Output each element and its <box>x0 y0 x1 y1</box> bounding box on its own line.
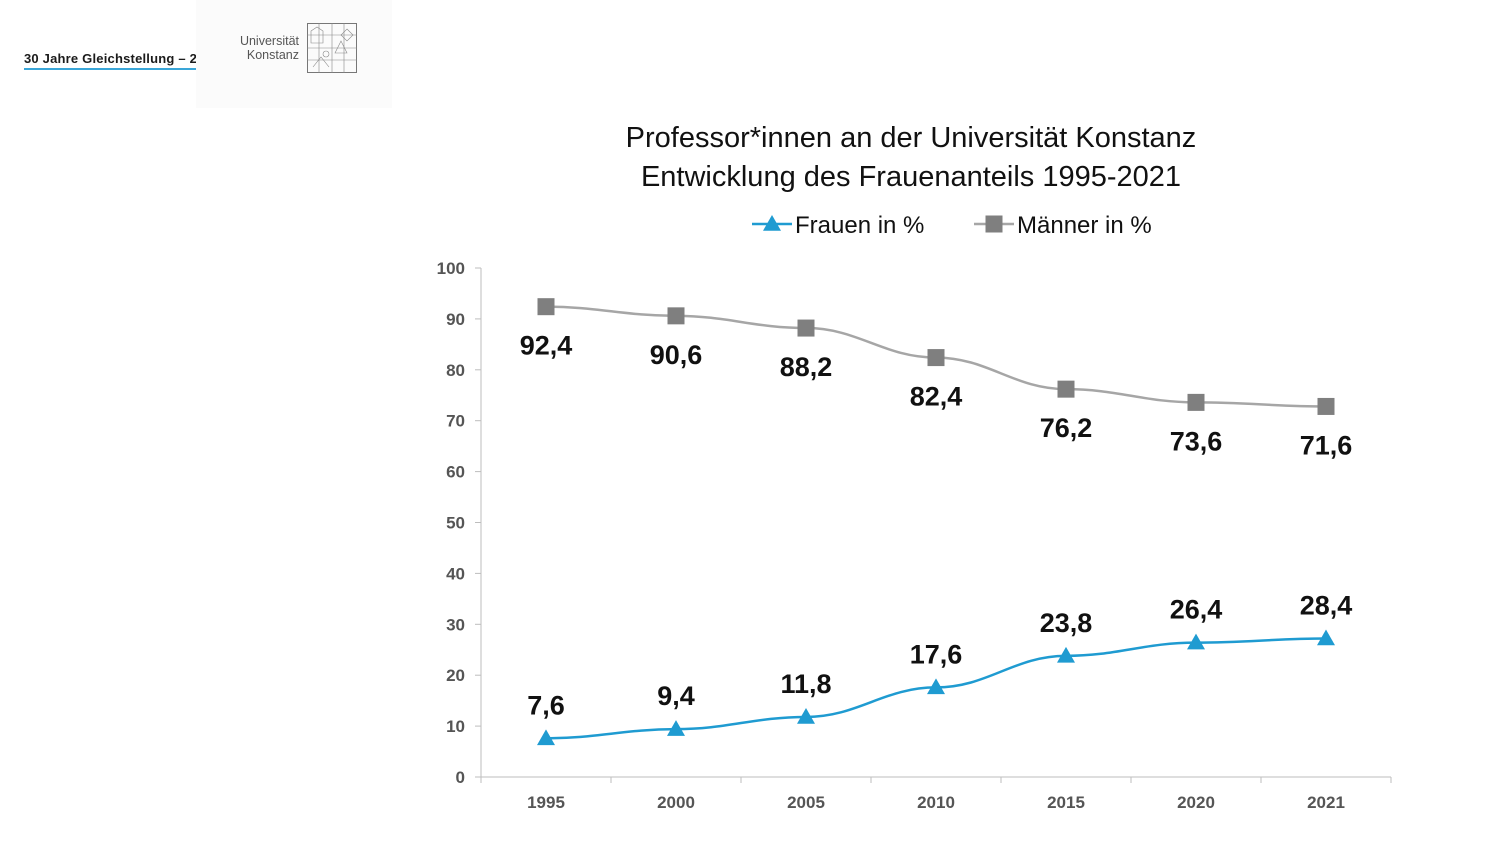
data-label: 90,6 <box>650 340 703 370</box>
y-tick-label: 30 <box>446 615 465 634</box>
data-point-triangle <box>537 729 555 746</box>
series-maenner: 92,4 90,6 88,2 82,4 76,2 73,6 71,6 <box>520 298 1353 460</box>
y-tick-label: 70 <box>446 412 465 431</box>
data-point-square <box>1057 380 1075 398</box>
data-point-triangle <box>1317 629 1335 646</box>
data-point-triangle <box>797 707 815 724</box>
y-tick-label: 0 <box>456 768 465 787</box>
data-point-square <box>667 307 685 325</box>
logo-line-2: Konstanz <box>246 48 299 62</box>
x-tick-label: 2000 <box>657 793 695 812</box>
y-tick-label: 100 <box>437 259 465 278</box>
chart-axes: 0 10 20 30 40 50 60 70 80 90 100 1995 2000 2005 2010 20… <box>437 259 1392 812</box>
data-label: 17,6 <box>910 639 963 669</box>
data-point-triangle <box>667 720 685 736</box>
x-tick-label: 2015 <box>1047 793 1085 812</box>
y-tick-label: 40 <box>446 564 465 583</box>
data-label: 7,6 <box>527 690 565 720</box>
logo-line-1: Universität <box>239 34 299 48</box>
data-point-square <box>797 319 815 337</box>
legend-label: Männer in % <box>1017 212 1152 239</box>
data-label: 73,6 <box>1170 426 1223 456</box>
data-label: 82,4 <box>910 382 963 412</box>
x-tick-label: 2021 <box>1307 793 1345 812</box>
data-label: 76,2 <box>1040 413 1093 443</box>
data-label: 28,4 <box>1300 591 1353 621</box>
legend-label: Frauen in % <box>795 212 924 239</box>
data-point-triangle <box>1187 633 1205 650</box>
logo-panel <box>196 0 392 108</box>
tagline: 30 Jahre Gleichstellung – 2020 <box>24 51 220 66</box>
x-tick-label: 1995 <box>527 793 565 812</box>
tagline-underline <box>24 68 214 70</box>
data-label: 92,4 <box>520 331 573 361</box>
data-label: 71,6 <box>1300 430 1353 460</box>
data-label: 23,8 <box>1040 608 1093 638</box>
data-point-square <box>1317 397 1335 415</box>
data-label: 88,2 <box>780 352 833 382</box>
data-label: 26,4 <box>1170 595 1223 625</box>
university-seal-icon <box>307 23 357 73</box>
data-label: 11,8 <box>780 669 831 699</box>
legend-item: Frauen in % <box>752 212 924 239</box>
data-point-square <box>985 215 1003 233</box>
y-tick-label: 20 <box>446 666 465 685</box>
data-point-triangle <box>927 678 945 695</box>
data-point-square <box>537 298 555 316</box>
chart-title: Professor*innen an der Universität Konst… <box>626 122 1197 154</box>
x-tick-label: 2010 <box>917 793 955 812</box>
y-tick-label: 10 <box>446 717 465 736</box>
data-point-triangle <box>763 215 781 231</box>
y-tick-label: 80 <box>446 361 465 380</box>
university-logo-text: Universität Konstanz <box>231 34 299 62</box>
chart-series: 7,6 9,4 11,8 17,6 23,8 26,4 28,4 92,4 90,6 88,2 82… <box>520 298 1353 746</box>
series-frauen: 7,6 9,4 11,8 17,6 23,8 26,4 28,4 <box>527 591 1352 746</box>
chart-subtitle: Entwicklung des Frauenanteils 1995-2021 <box>641 161 1181 193</box>
x-tick-label: 2020 <box>1177 793 1215 812</box>
x-tick-label: 2005 <box>787 793 825 812</box>
data-point-triangle <box>1057 646 1075 663</box>
data-point-square <box>1187 393 1205 411</box>
y-tick-label: 60 <box>446 463 465 482</box>
y-tick-label: 90 <box>446 310 465 329</box>
data-point-square <box>927 349 945 367</box>
y-tick-label: 50 <box>446 514 465 533</box>
chart-legend: Frauen in % Männer in % <box>752 212 1152 239</box>
legend-item: Männer in % <box>974 212 1152 239</box>
data-label: 9,4 <box>657 681 695 711</box>
